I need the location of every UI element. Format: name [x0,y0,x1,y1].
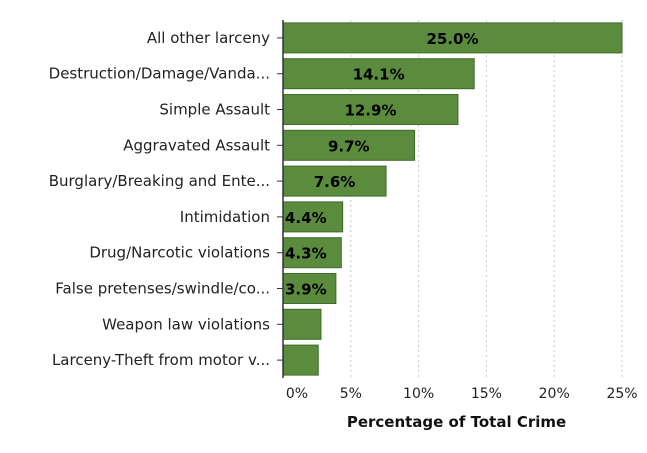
category-label: Larceny-Theft from motor v... [52,351,270,369]
category-label: Weapon law violations [102,315,270,333]
category-label: Simple Assault [159,101,270,119]
data-label: 25.0% [426,30,478,48]
bar [282,129,416,161]
data-label: 4.4% [285,209,327,227]
bar [282,22,623,54]
bar [282,308,322,340]
labels: 0% 5% 10% 15% 20% 25% All other larceny 25.0% De… [49,29,638,402]
data-label: 4.3% [285,245,327,263]
bar [282,237,342,269]
bar [282,165,387,197]
category-label: False pretenses/swindle/co... [55,280,270,298]
category-label: Aggravated Assault [123,136,270,154]
category-label: All other larceny [147,29,270,47]
x-tick-label: 15% [471,386,502,402]
category-label: Intimidation [180,208,270,226]
bar [282,58,475,90]
data-label: 12.9% [344,102,396,120]
category-label: Destruction/Damage/Vanda... [49,65,270,83]
data-label: 3.9% [285,281,327,299]
x-tick-label: 10% [403,386,434,402]
x-tick-label: 25% [606,386,637,402]
bars [282,22,623,376]
x-tick-label: 20% [539,386,570,402]
axes [277,20,284,378]
data-label: 9.7% [328,137,370,155]
x-tick-label: 5% [340,386,362,402]
x-tick-label: 0% [286,386,308,402]
data-label: 7.6% [314,173,356,191]
data-label: 14.1% [353,66,405,84]
bar [282,94,459,125]
category-label: Drug/Narcotic violations [89,244,270,262]
category-label: Burglary/Breaking and Ente... [49,172,270,190]
bar [282,344,319,376]
x-axis-title: Percentage of Total Crime [347,413,566,431]
